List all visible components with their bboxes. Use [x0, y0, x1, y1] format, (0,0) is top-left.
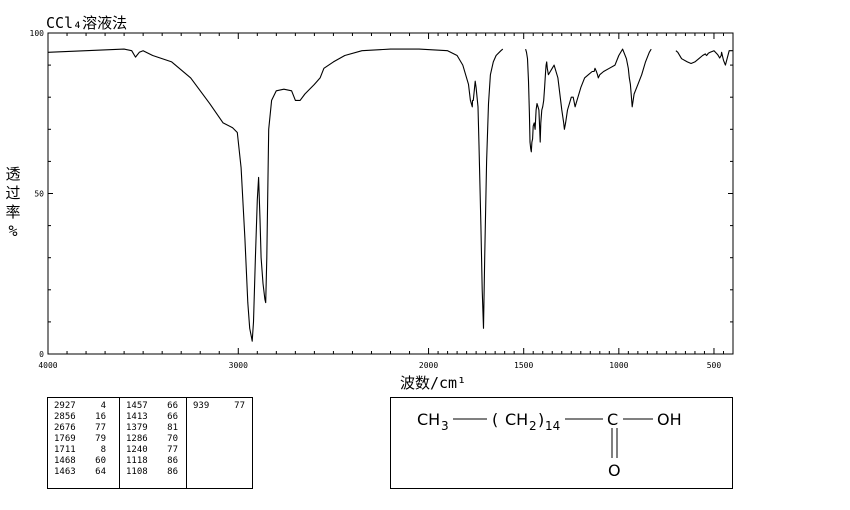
peak-wavenumber: 1468 — [54, 456, 76, 466]
peak-row: 1286 70 — [120, 434, 186, 445]
formula-subscript-14: 14 — [545, 419, 560, 433]
peak-row: 939 77 — [187, 401, 253, 412]
spectrum-series-line — [675, 50, 733, 66]
structure-formula: CH 3 ( CH 2 ) 14 C OH O — [417, 410, 682, 480]
peak-wavenumber: 939 — [193, 401, 210, 411]
y-axis-label-char: % — [8, 222, 18, 240]
y-tick-label: 50 — [34, 190, 44, 199]
x-tick-label: 1500 — [514, 361, 533, 370]
peak-wavenumber: 1118 — [126, 456, 148, 466]
x-tick-label: 2000 — [419, 361, 438, 370]
peak-transmittance: 86 — [167, 456, 178, 466]
formula-ch2: CH — [505, 410, 528, 429]
peak-row: 1463 64 — [48, 467, 119, 478]
y-tick-label: 0 — [39, 350, 44, 359]
peak-transmittance: 4 — [100, 401, 106, 411]
peak-wavenumber: 2927 — [54, 401, 76, 411]
peak-wavenumber: 1711 — [54, 445, 76, 455]
peak-table-column: 939 77 — [187, 398, 253, 488]
peak-wavenumber: 1108 — [126, 467, 148, 477]
peak-transmittance: 79 — [95, 434, 106, 444]
peak-wavenumber: 1240 — [126, 445, 148, 455]
peak-row: 1118 86 — [120, 456, 186, 467]
formula-right-paren: ) — [538, 410, 544, 429]
formula-subscript-2: 2 — [529, 419, 537, 433]
peak-transmittance: 81 — [167, 423, 178, 433]
peak-wavenumber: 1413 — [126, 412, 148, 422]
peak-row: 1108 86 — [120, 467, 186, 478]
y-axis-label-char: 过 — [5, 184, 21, 202]
peak-wavenumber: 1463 — [54, 467, 76, 477]
peak-row: 2676 77 — [48, 423, 119, 434]
peak-transmittance: 8 — [100, 445, 106, 455]
structure-formula-box: CH 3 ( CH 2 ) 14 C OH O — [390, 397, 733, 489]
peak-wavenumber: 1457 — [126, 401, 148, 411]
peak-transmittance: 66 — [167, 412, 178, 422]
peak-transmittance: 70 — [167, 434, 178, 444]
peak-row: 1413 66 — [120, 412, 186, 423]
peak-table: 2927 4 2856 16 2676 77 1769 79 1711 8 1468 60 … — [47, 397, 253, 489]
peak-transmittance: 16 — [95, 412, 106, 422]
spectrum-series-line — [47, 48, 504, 342]
peak-transmittance: 66 — [167, 401, 178, 411]
peak-transmittance: 77 — [167, 445, 178, 455]
peak-wavenumber: 2676 — [54, 423, 76, 433]
peak-row: 2856 16 — [48, 412, 119, 423]
peak-transmittance: 86 — [167, 467, 178, 477]
formula-subscript-3: 3 — [441, 419, 449, 433]
peak-row: 1769 79 — [48, 434, 119, 445]
x-axis-label: 波数/cm¹ — [400, 374, 467, 392]
x-tick-label: 3000 — [229, 361, 248, 370]
y-tick-label: 100 — [30, 29, 45, 38]
spectrum-series-layer — [47, 48, 733, 342]
peak-row: 1711 8 — [48, 445, 119, 456]
formula-left-paren: ( — [492, 410, 498, 429]
peak-row: 1457 66 — [120, 401, 186, 412]
peak-wavenumber: 1379 — [126, 423, 148, 433]
formula-carbon: C — [607, 410, 618, 429]
peak-wavenumber: 2856 — [54, 412, 76, 422]
peak-row: 2927 4 — [48, 401, 119, 412]
x-tick-label: 500 — [707, 361, 722, 370]
formula-hydroxyl: OH — [657, 410, 682, 429]
formula-oxygen: O — [608, 461, 621, 480]
y-axis-label-char: 率 — [5, 203, 21, 221]
peak-row: 1240 77 — [120, 445, 186, 456]
y-axis-label: 透 过 率 % — [2, 165, 24, 241]
y-axis-label-char: 透 — [5, 165, 21, 183]
peak-wavenumber: 1286 — [126, 434, 148, 444]
axis-ticks — [47, 32, 733, 355]
peak-transmittance: 64 — [95, 467, 106, 477]
formula-ch3: CH — [417, 410, 440, 429]
x-tick-label: 1000 — [609, 361, 628, 370]
peak-wavenumber: 1769 — [54, 434, 76, 444]
peak-transmittance: 77 — [95, 423, 106, 433]
peak-row: 1379 81 — [120, 423, 186, 434]
peak-table-column: 1457 66 1413 66 1379 81 1286 70 1240 77 1118 8… — [120, 398, 187, 488]
peak-table-column: 2927 4 2856 16 2676 77 1769 79 1711 8 1468 60 … — [48, 398, 120, 488]
peak-transmittance: 60 — [95, 456, 106, 466]
x-tick-label: 4000 — [38, 361, 57, 370]
peak-transmittance: 77 — [234, 401, 245, 411]
chart-title: CCl₄溶液法 — [46, 14, 128, 32]
spectrum-series-line — [525, 48, 652, 153]
ir-spectrum-chart: 4000 3000 2000 1500 1000 500 0 50 100 — [30, 29, 734, 370]
peak-row: 1468 60 — [48, 456, 119, 467]
axis-tick-labels: 4000 3000 2000 1500 1000 500 0 50 100 — [30, 29, 722, 370]
